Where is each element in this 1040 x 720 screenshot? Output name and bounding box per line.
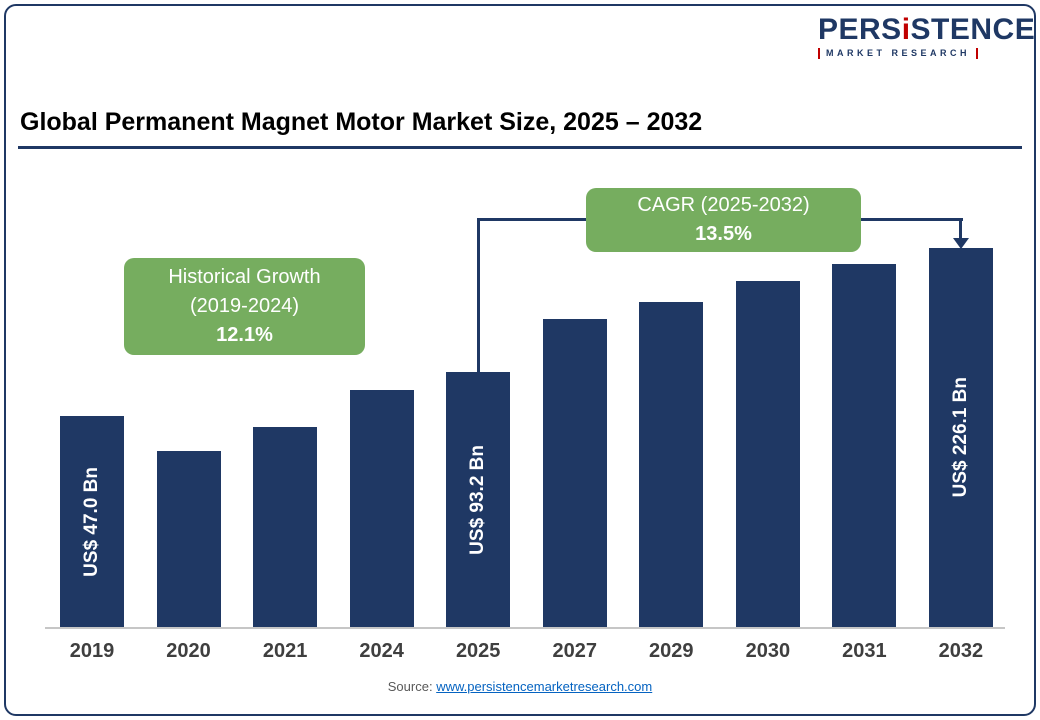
- bar-value-text-2032: US$ 226.1 Bn: [949, 377, 971, 498]
- cagr-arrow-down-icon: [953, 238, 969, 249]
- x-tick-2024: 2024: [359, 640, 404, 662]
- bar-2021: [253, 427, 318, 627]
- logo: PERSiSTENCE MARKET RESEARCH: [818, 13, 1035, 59]
- logo-subtitle: MARKET RESEARCH: [826, 48, 971, 58]
- logo-part1: PERS: [818, 13, 902, 46]
- bar-2032: US$ 226.1 Bn: [928, 248, 993, 627]
- bar-value-text-2019: US$ 47.0 Bn: [81, 466, 102, 577]
- bar-2020: [156, 451, 221, 627]
- x-tick-2031: 2031: [842, 640, 887, 662]
- source-link[interactable]: www.persistencemarketresearch.com: [436, 679, 653, 694]
- cagr-line1: CAGR (2025-2032): [637, 194, 810, 216]
- cagr-bracket-right-line: [959, 218, 962, 239]
- bar-2031: [832, 264, 897, 627]
- x-tick-2025: 2025: [455, 640, 501, 662]
- historical-growth-value: 12.1%: [216, 324, 273, 346]
- logo-wordmark: PERSiSTENCE: [818, 13, 1035, 46]
- bar-value-label-2025: US$ 93.2 Bn: [446, 372, 510, 627]
- bars: US$ 47.0 Bn US$ 93.2 Bn US$ 226.1 Bn: [60, 160, 993, 627]
- source-line: Source: www.persistencemarketresearch.co…: [0, 679, 1040, 694]
- bar-value-text-2025: US$ 93.2 Bn: [467, 444, 489, 555]
- logo-subtitle-row: MARKET RESEARCH: [818, 47, 1008, 59]
- bar-2027: [542, 319, 607, 627]
- page-title: Global Permanent Magnet Motor Market Siz…: [20, 108, 703, 136]
- bar-2025: US$ 93.2 Bn: [446, 372, 511, 627]
- logo-accent-left: [818, 47, 820, 59]
- bar-2030: [735, 281, 800, 627]
- cagr-callout: CAGR (2025-2032) 13.5%: [586, 188, 861, 252]
- x-tick-2020: 2020: [166, 640, 211, 662]
- historical-growth-line2: (2019-2024): [190, 295, 299, 317]
- cagr-value: 13.5%: [695, 223, 752, 245]
- bar-value-label-2019: US$ 47.0 Bn: [60, 416, 124, 627]
- title-underline: [18, 146, 1022, 149]
- source-prefix: Source:: [387, 679, 433, 694]
- logo-part3: STENCE: [910, 13, 1036, 46]
- logo-red-i: i: [901, 13, 911, 46]
- x-tick-2027: 2027: [552, 640, 597, 662]
- bar-2029: [639, 302, 704, 627]
- historical-growth-line1: Historical Growth: [168, 266, 321, 288]
- x-tick-2032: 2032: [938, 640, 984, 662]
- bar-2019: US$ 47.0 Bn: [60, 416, 124, 627]
- bar-2024: [349, 390, 414, 627]
- cagr-bracket-left-line: [477, 218, 480, 372]
- x-axis-line: [45, 627, 1005, 629]
- logo-accent-right: [976, 47, 979, 59]
- bar-value-label-2032: US$ 226.1 Bn: [929, 248, 993, 627]
- historical-growth-callout: Historical Growth (2019-2024) 12.1%: [124, 258, 365, 355]
- x-tick-2019: 2019: [69, 640, 115, 662]
- x-axis-labels: 2019 2020 2021 2024 2025 2027 2029 2030 2031 2032: [60, 640, 993, 663]
- x-tick-2021: 2021: [262, 640, 308, 662]
- x-tick-2030: 2030: [745, 640, 791, 662]
- x-tick-2029: 2029: [649, 640, 694, 662]
